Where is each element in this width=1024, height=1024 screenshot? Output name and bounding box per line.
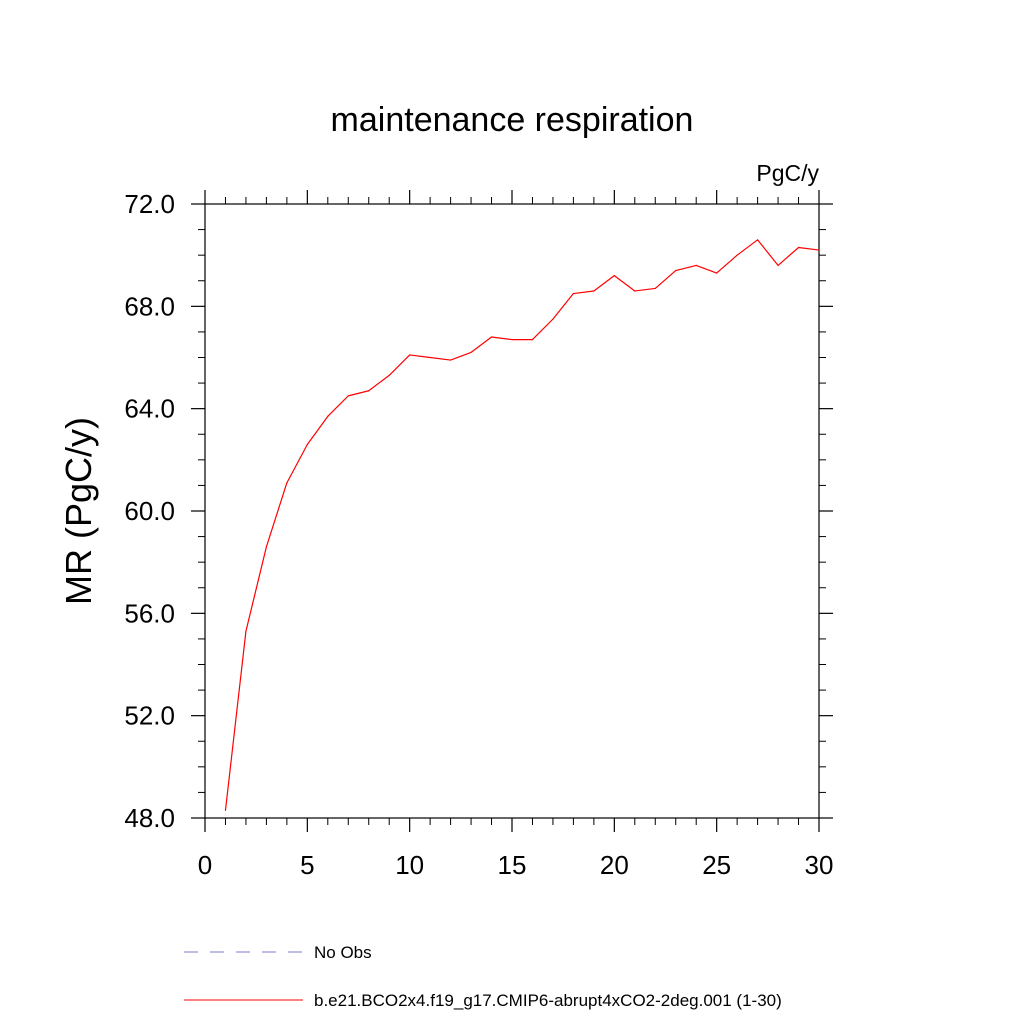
x-tick-label: 10 (395, 850, 424, 880)
y-axis-label: MR (PgC/y) (58, 417, 99, 605)
axis-ticks: 0 5 10 15 20 25 30 48.0 52.0 56.0 60.0 64.0 68.0 72.0 (124, 189, 833, 880)
y-tick-label: 52.0 (124, 701, 175, 731)
data-point (552, 318, 554, 320)
data-point (797, 246, 800, 249)
y-tick-label: 68.0 (124, 291, 175, 321)
x-tick-label: 20 (600, 850, 629, 880)
data-point (306, 443, 308, 446)
y-tick-label: 48.0 (124, 803, 175, 833)
data-point (736, 254, 738, 256)
data-point (777, 264, 779, 266)
data-point (654, 287, 656, 290)
units-label: PgC/y (756, 160, 819, 186)
y-tick-label: 72.0 (124, 189, 175, 219)
x-tick-label: 0 (198, 850, 212, 880)
data-point (429, 356, 431, 359)
data-point (695, 264, 697, 266)
chart-title: maintenance respiration (331, 101, 694, 139)
legend-label: b.e21.BCO2x4.f19_g17.CMIP6-abrupt4xCO2-2… (314, 991, 782, 1010)
data-point (634, 290, 636, 292)
data-point (675, 269, 677, 272)
legend-label: No Obs (314, 943, 372, 962)
legend: No Obs b.e21.BCO2x4.f19_g17.CMIP6-abrupt4… (184, 943, 782, 1010)
plot-series (224, 239, 820, 811)
x-tick-label: 5 (300, 850, 314, 880)
data-point (470, 351, 472, 353)
data-point (716, 272, 718, 274)
data-point (531, 338, 534, 341)
data-point (327, 415, 329, 417)
data-point (757, 239, 759, 241)
y-tick-label: 60.0 (124, 496, 175, 526)
data-point (593, 290, 595, 292)
data-point (572, 292, 575, 295)
data-point (818, 249, 820, 251)
data-point (347, 395, 349, 397)
data-point (245, 630, 247, 632)
y-tick-label: 64.0 (124, 394, 175, 424)
plot-frame (204, 203, 820, 819)
y-tick-label: 56.0 (124, 598, 175, 628)
x-tick-label: 15 (498, 850, 527, 880)
data-point (265, 546, 267, 548)
data-point (511, 338, 513, 341)
x-tick-label: 25 (702, 850, 731, 880)
data-point (224, 809, 227, 811)
data-point (613, 275, 615, 277)
data-point (286, 482, 288, 484)
x-tick-label: 30 (805, 850, 834, 880)
series-line-0 (224, 239, 820, 811)
data-point (409, 354, 411, 356)
data-point (450, 359, 452, 361)
data-point (490, 336, 493, 338)
data-point (368, 390, 370, 392)
data-point (388, 374, 390, 377)
